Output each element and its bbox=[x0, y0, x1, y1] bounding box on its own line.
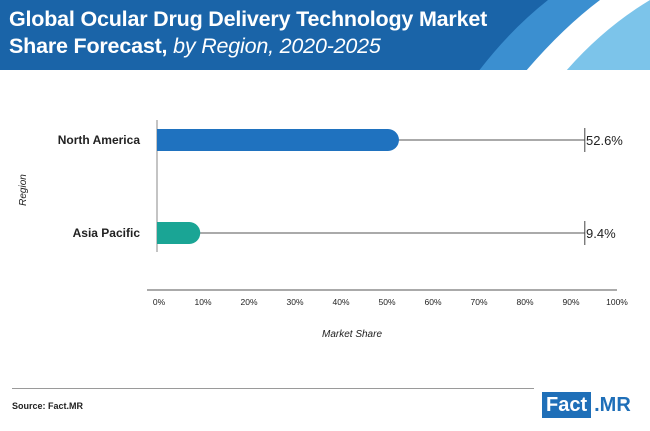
title-line-2-main: Share Forecast, bbox=[9, 34, 168, 58]
title-line-1: Global Ocular Drug Delivery Technology M… bbox=[9, 7, 488, 31]
x-tick-label: 30% bbox=[286, 297, 303, 307]
data-label-asia-pacific: 9.4% bbox=[586, 226, 616, 241]
factmr-logo: Fact .MR bbox=[542, 392, 631, 418]
header-background bbox=[0, 0, 650, 70]
chart-title: Global Ocular Drug Delivery Technology M… bbox=[9, 6, 487, 60]
source-note: Source: Fact.MR bbox=[12, 401, 84, 411]
x-tick-label: 10% bbox=[194, 297, 211, 307]
bar-north-america bbox=[157, 129, 399, 151]
x-axis-title: Market Share bbox=[322, 329, 382, 340]
x-tick-label: 70% bbox=[470, 297, 487, 307]
x-tick-label: 0% bbox=[153, 297, 166, 307]
x-tick-label: 90% bbox=[562, 297, 579, 307]
x-tick-label: 60% bbox=[424, 297, 441, 307]
title-subtitle: by Region, 2020-2025 bbox=[173, 34, 381, 58]
logo-fact: Fact bbox=[542, 392, 592, 418]
data-label-north-america: 52.6% bbox=[586, 133, 623, 148]
x-tick-label: 80% bbox=[516, 297, 533, 307]
footer-divider bbox=[12, 388, 534, 389]
x-tick-label: 100% bbox=[606, 297, 628, 307]
y-axis-title: Region bbox=[18, 174, 29, 206]
x-tick-label: 50% bbox=[378, 297, 395, 307]
logo-mr: .MR bbox=[594, 394, 631, 416]
title-line-2: Share Forecast, by Region, 2020-2025 bbox=[9, 33, 487, 60]
x-tick-label: 40% bbox=[332, 297, 349, 307]
category-label-asia-pacific: Asia Pacific bbox=[73, 226, 141, 240]
x-tick-label: 20% bbox=[240, 297, 257, 307]
bar-asia-pacific bbox=[157, 222, 201, 244]
header-banner: Global Ocular Drug Delivery Technology M… bbox=[0, 0, 650, 70]
category-label-north-america: North America bbox=[58, 133, 141, 147]
